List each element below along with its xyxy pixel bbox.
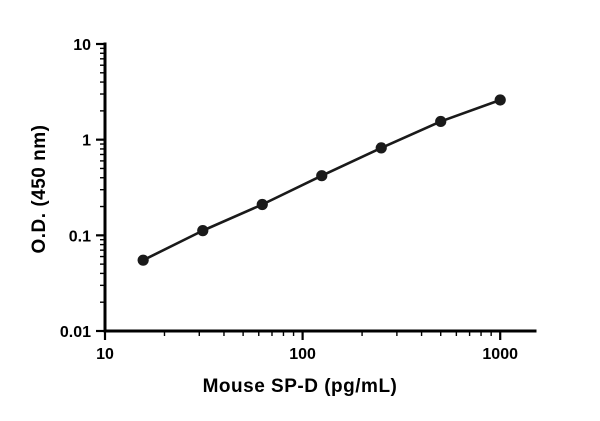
- data-point: [494, 94, 506, 106]
- y-tick-label: 1: [82, 133, 91, 150]
- x-axis-title: Mouse SP-D (pg/mL): [202, 376, 398, 397]
- y-tick-label: 10: [73, 37, 91, 54]
- data-point: [375, 142, 387, 154]
- data-point: [256, 198, 268, 211]
- data-point: [137, 254, 149, 266]
- x-tick-label: 100: [289, 346, 316, 363]
- x-tick-label: 10: [96, 346, 114, 363]
- y-tick-label: 0.1: [69, 228, 91, 245]
- data-point: [435, 115, 447, 128]
- y-axis-title: O.D. (450 nm): [29, 124, 50, 254]
- data-point: [197, 225, 209, 237]
- y-tick-label: 0.01: [60, 324, 91, 341]
- x-tick-label: 1000: [482, 346, 518, 363]
- data-point: [316, 170, 328, 182]
